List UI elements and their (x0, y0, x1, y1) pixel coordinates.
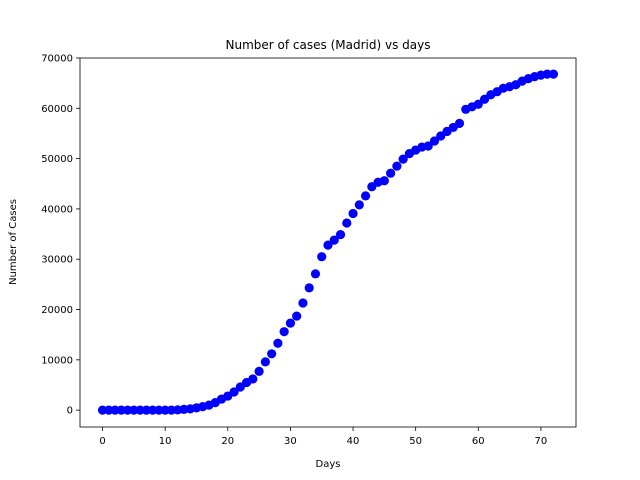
data-point (423, 141, 433, 151)
data-point (379, 176, 389, 186)
x-tick-label: 10 (159, 436, 172, 447)
data-point (279, 327, 289, 337)
data-point (354, 200, 364, 210)
data-point (360, 191, 371, 201)
y-axis-label: Number of Cases (8, 199, 19, 285)
x-tick-label: 50 (409, 436, 422, 447)
x-tick-label: 70 (535, 436, 548, 447)
data-point (267, 349, 277, 359)
y-tick-label: 20000 (41, 305, 73, 316)
data-point (254, 366, 264, 377)
data-point (248, 374, 258, 384)
data-point (454, 118, 465, 128)
data-point (473, 99, 483, 109)
data-point (304, 283, 314, 293)
data-point (398, 154, 408, 164)
data-point (348, 208, 358, 219)
x-tick-label: 0 (99, 436, 105, 447)
x-tick-label: 40 (347, 436, 360, 447)
data-point (298, 298, 308, 308)
y-tick-label: 60000 (41, 104, 73, 115)
chart-title: Number of cases (Madrid) vs days (226, 38, 431, 52)
data-point (260, 357, 270, 367)
x-tick-label: 60 (472, 436, 485, 447)
y-tick-label: 50000 (41, 154, 73, 165)
x-axis-label: Days (316, 459, 341, 470)
y-tick-label: 0 (67, 406, 73, 417)
data-point (335, 229, 346, 240)
x-tick-label: 20 (221, 436, 234, 447)
y-tick-label: 70000 (41, 54, 73, 65)
data-point (429, 136, 440, 146)
data-point (229, 387, 239, 397)
data-point (392, 161, 402, 171)
y-tick-label: 30000 (41, 255, 73, 266)
data-point (323, 240, 333, 250)
data-point (285, 318, 296, 328)
data-point (329, 235, 339, 245)
data-point (386, 168, 396, 178)
y-tick-label: 40000 (41, 204, 73, 215)
data-point (548, 69, 559, 79)
data-point (342, 218, 352, 228)
x-tick-label: 30 (284, 436, 297, 447)
y-axis-ticks: 0 10000 20000 30000 40000 50000 60000 70000 (41, 54, 80, 417)
data-point (317, 252, 327, 262)
data-points (97, 69, 559, 415)
x-axis-ticks: 0 10 20 30 40 50 60 70 (99, 427, 547, 447)
data-point (273, 338, 283, 348)
data-point (292, 311, 302, 321)
data-point (310, 269, 321, 279)
y-tick-label: 10000 (41, 355, 73, 366)
plot-frame (79, 57, 577, 428)
